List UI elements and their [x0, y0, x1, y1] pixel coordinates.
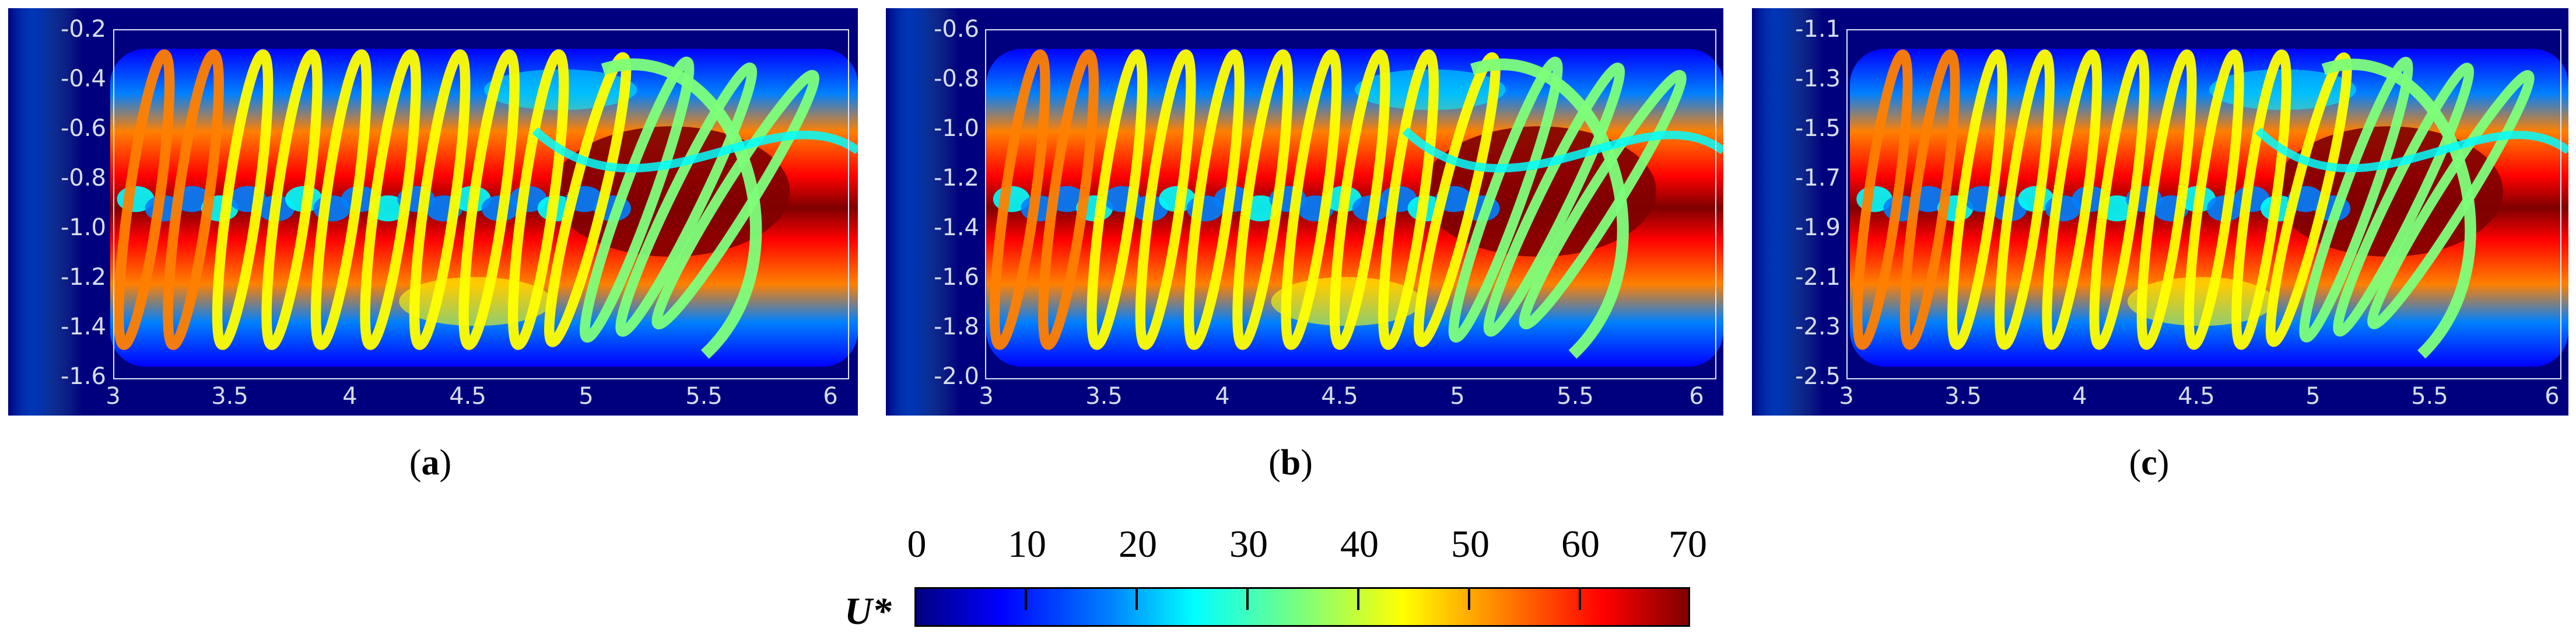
- x-tick-label: 4.5: [2178, 383, 2215, 410]
- x-tick-label: 5.5: [2411, 383, 2448, 410]
- y-tick-label: -0.4: [60, 65, 106, 92]
- y-tick-label: -0.8: [933, 65, 979, 92]
- x-tick-label: 6: [2545, 383, 2560, 410]
- panel-b-visualization: -0.6 -0.8 -1.0 -1.2 -1.4 -1.6 -1.8 -2.0 …: [886, 8, 1723, 416]
- panel-a-visualization: -0.2 -0.4 -0.6 -0.8 -1.0 -1.2 -1.4 -1.6 …: [8, 8, 858, 416]
- y-tick-label: -1.1: [1795, 16, 1841, 43]
- colorbar-tick-label: 0: [907, 523, 927, 566]
- colorbar-title: U*: [844, 590, 892, 633]
- y-tick-label: -1.6: [933, 264, 979, 291]
- y-tick-label: -1.7: [1795, 165, 1841, 191]
- y-tick-label: -0.6: [60, 115, 106, 142]
- y-tick-label: -1.2: [60, 264, 106, 291]
- colorbar-tick-label: 40: [1340, 523, 1379, 566]
- colorbar-tick-label: 70: [1669, 523, 1707, 566]
- colorbar-tick-label: 10: [1008, 523, 1046, 566]
- colorbar-tick-label: 60: [1561, 523, 1600, 566]
- y-tick-label: -1.4: [933, 214, 979, 241]
- vortex-field-b: [886, 8, 1723, 416]
- y-tick-label: -2.3: [1795, 313, 1841, 340]
- y-tick-label: -0.2: [60, 16, 106, 43]
- x-tick-label: 5.5: [1557, 383, 1594, 410]
- y-tick-label: -1.6: [60, 363, 106, 390]
- colorbar-tick-label: 50: [1451, 523, 1489, 566]
- colorbar-tick: [1135, 589, 1138, 610]
- colorbar-tick: [1246, 589, 1249, 610]
- x-tick-label: 5: [1450, 383, 1465, 410]
- x-tick-label: 3.5: [1085, 383, 1123, 410]
- y-tick-label: -2.1: [1795, 264, 1841, 291]
- vortex-field-c: [1752, 8, 2568, 416]
- x-tick-label: 3: [979, 383, 994, 410]
- colorbar-tick: [1025, 589, 1027, 610]
- vortex-field-a: [8, 8, 858, 416]
- caption-a: (a): [409, 443, 452, 483]
- colorbar-gradient: [914, 587, 1690, 627]
- colorbar-tick: [1357, 589, 1359, 610]
- y-tick-label: -2.0: [933, 363, 979, 390]
- colorbar-tick: [1579, 589, 1581, 610]
- x-tick-label: 6: [1689, 383, 1704, 410]
- colorbar-tick: [1468, 589, 1470, 610]
- y-tick-label: -1.3: [1795, 65, 1841, 92]
- colorbar: U* 0 10 20 30 40 50 60 70: [844, 515, 1707, 633]
- y-tick-label: -1.2: [933, 165, 979, 191]
- x-tick-label: 3.5: [211, 383, 248, 410]
- x-tick-label: 5: [2305, 383, 2321, 410]
- x-tick-label: 3.5: [1944, 383, 1982, 410]
- x-tick-label: 5.5: [685, 383, 723, 410]
- x-tick-label: 4.5: [449, 383, 486, 410]
- colorbar-tick-label: 30: [1229, 523, 1268, 566]
- y-tick-label: -1.5: [1795, 115, 1841, 142]
- caption-c: (c): [2129, 443, 2170, 483]
- y-tick-label: -0.6: [933, 16, 979, 43]
- x-tick-label: 3: [1839, 383, 1854, 410]
- y-tick-label: -0.8: [60, 165, 106, 191]
- x-tick-label: 5: [579, 383, 594, 410]
- y-tick-label: -2.5: [1795, 363, 1841, 390]
- y-tick-label: -1.0: [60, 214, 106, 241]
- y-tick-label: -1.9: [1795, 214, 1841, 241]
- x-tick-label: 4: [342, 383, 358, 410]
- x-tick-label: 4.5: [1321, 383, 1358, 410]
- panel-c-visualization: -1.1 -1.3 -1.5 -1.7 -1.9 -2.1 -2.3 -2.5 …: [1752, 8, 2568, 416]
- x-tick-label: 3: [106, 383, 121, 410]
- x-tick-label: 4: [2072, 383, 2087, 410]
- colorbar-tick-label: 20: [1119, 523, 1157, 566]
- caption-b: (b): [1268, 443, 1313, 483]
- y-tick-label: -1.8: [933, 313, 979, 340]
- x-tick-label: 6: [823, 383, 838, 410]
- y-tick-label: -1.4: [60, 313, 106, 340]
- y-tick-label: -1.0: [933, 115, 979, 142]
- x-tick-label: 4: [1215, 383, 1230, 410]
